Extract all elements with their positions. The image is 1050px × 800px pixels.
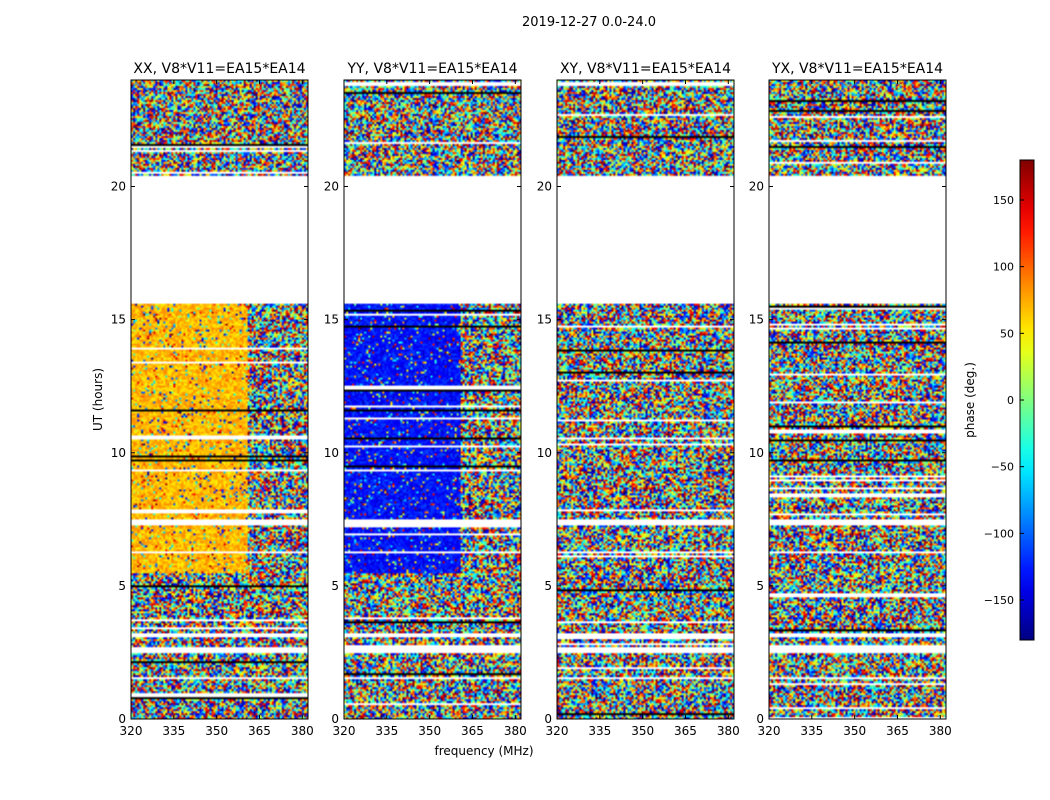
colorbar-tick-label: 50 (1000, 327, 1014, 340)
x-tick-label: 320 (333, 724, 356, 738)
x-tick-label: 380 (291, 724, 314, 738)
axes-frame (343, 79, 522, 720)
heatmap-image (557, 80, 734, 719)
x-tick-label: 350 (205, 724, 228, 738)
y-tick-label: 15 (537, 313, 552, 327)
panel-3: YX, V8*V11=EA15*EA14 320 335 350 365 380 0 5 10 1… (749, 61, 952, 738)
y-tick-label: 10 (537, 446, 552, 460)
x-tick-label: 350 (843, 724, 866, 738)
x-tick-label: 320 (758, 724, 781, 738)
axes-frame (130, 79, 309, 720)
y-tick-label: 20 (537, 180, 552, 194)
colorbar-tick-label: −150 (984, 594, 1014, 607)
colorbar-tick-label: −50 (991, 461, 1014, 474)
colorbar: 150 100 50 0 −50 −100 −150 phase (deg.) (963, 159, 1035, 641)
panels: XX, V8*V11=EA15*EA14 320 335 350 365 380 0 5 10 1… (91, 61, 952, 758)
y-tick-label: 5 (544, 579, 552, 593)
y-tick-label: 20 (749, 180, 764, 194)
y-tick-label: 15 (111, 313, 126, 327)
x-tick-label: 380 (929, 724, 952, 738)
x-axis-label: frequency (MHz) (434, 744, 533, 758)
y-tick-label: 10 (324, 446, 339, 460)
x-tick-label: 365 (461, 724, 484, 738)
y-tick-label: 10 (111, 446, 126, 460)
panel-0: XX, V8*V11=EA15*EA14 320 335 350 365 380 0 5 10 1… (91, 61, 314, 738)
panel-title: XX, V8*V11=EA15*EA14 (133, 61, 305, 77)
heatmap-image (769, 80, 946, 719)
x-tick-label: 380 (717, 724, 740, 738)
x-tick-label: 350 (631, 724, 654, 738)
y-tick-label: 0 (118, 712, 126, 726)
x-tick-label: 380 (504, 724, 527, 738)
panel-title: YY, V8*V11=EA15*EA14 (346, 61, 517, 77)
heatmap-image (344, 80, 521, 719)
colorbar-tick-label: 100 (993, 261, 1014, 274)
y-tick-label: 15 (749, 313, 764, 327)
x-tick-label: 365 (674, 724, 697, 738)
x-tick-label: 365 (886, 724, 909, 738)
x-tick-label: 335 (800, 724, 823, 738)
x-tick-label: 350 (418, 724, 441, 738)
x-tick-label: 335 (375, 724, 398, 738)
colorbar-tick-label: 150 (993, 194, 1014, 207)
y-tick-label: 0 (756, 712, 764, 726)
colorbar-label: phase (deg.) (963, 362, 977, 438)
heatmap-image (131, 80, 308, 719)
y-tick-label: 10 (749, 446, 764, 460)
x-tick-label: 335 (162, 724, 185, 738)
y-tick-label: 5 (756, 579, 764, 593)
panel-title: YX, V8*V11=EA15*EA14 (771, 61, 943, 77)
y-tick-label: 0 (331, 712, 339, 726)
x-tick-label: 335 (588, 724, 611, 738)
colorbar-tick-label: 0 (1007, 394, 1014, 407)
y-tick-label: 5 (331, 579, 339, 593)
panel-title: XY, V8*V11=EA15*EA14 (560, 61, 731, 77)
colorbar-tick-label: −100 (984, 527, 1014, 540)
x-tick-label: 320 (546, 724, 569, 738)
x-tick-label: 320 (120, 724, 143, 738)
y-tick-label: 20 (111, 180, 126, 194)
x-tick-label: 365 (248, 724, 271, 738)
panel-2: XY, V8*V11=EA15*EA14 320 335 350 365 380 0 5 10 1… (537, 61, 740, 738)
axes-frame (768, 79, 947, 720)
y-tick-label: 0 (544, 712, 552, 726)
y-tick-label: 5 (118, 579, 126, 593)
y-tick-label: 20 (324, 180, 339, 194)
panel-1: YY, V8*V11=EA15*EA14 320 335 350 365 380 0 5 10 1… (324, 61, 534, 758)
figure-suptitle: 2019-12-27 0.0-24.0 (522, 15, 656, 30)
y-axis-label: UT (hours) (91, 368, 105, 431)
y-tick-label: 15 (324, 313, 339, 327)
axes-frame (556, 79, 735, 720)
